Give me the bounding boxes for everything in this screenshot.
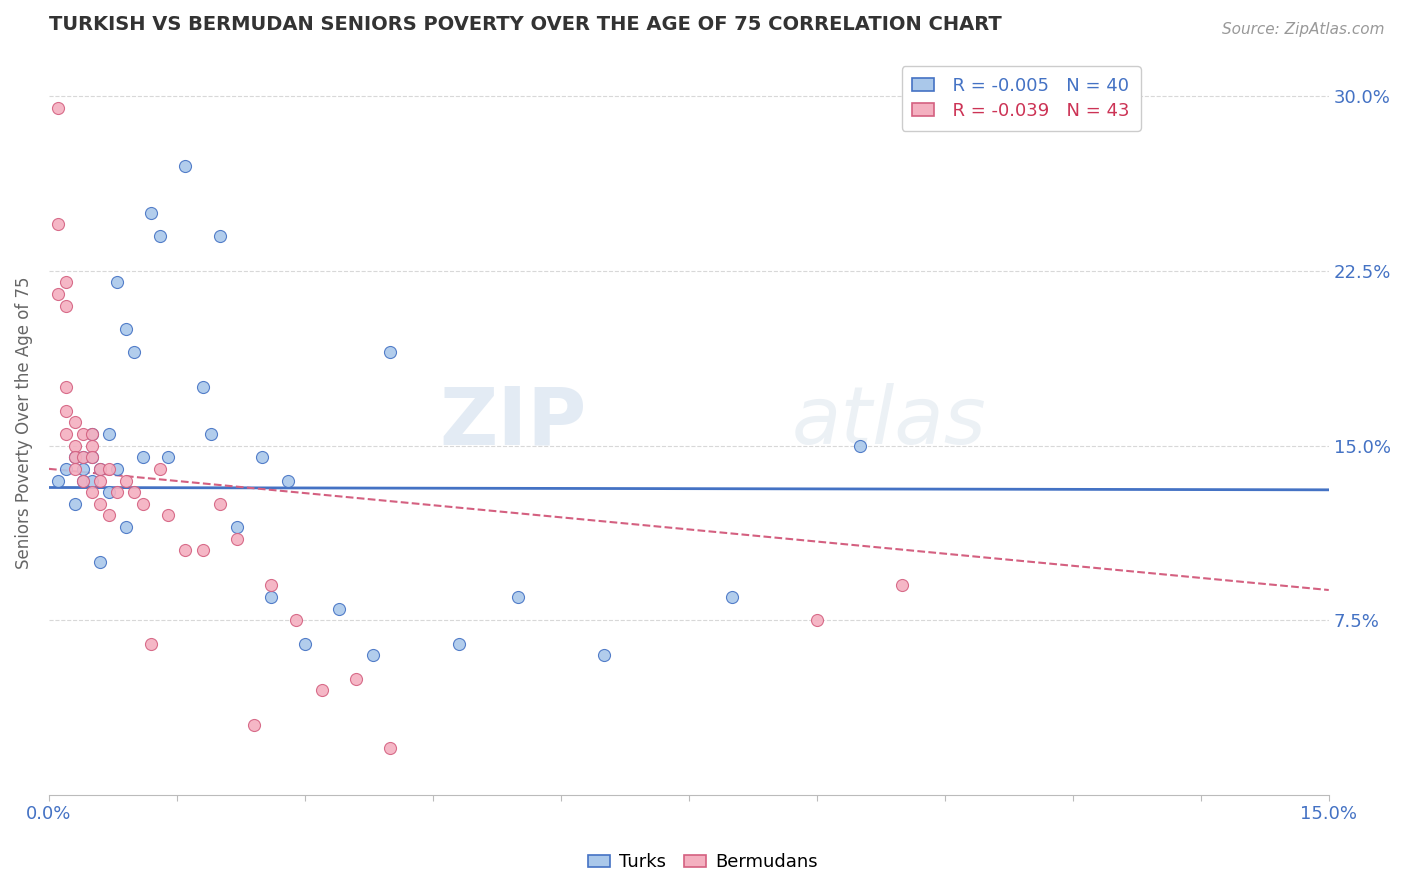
Point	[294, 637, 316, 651]
Point	[328, 601, 350, 615]
Point	[285, 613, 308, 627]
Point	[361, 648, 384, 663]
Point	[252, 450, 274, 465]
Point	[72, 450, 94, 465]
Point	[141, 205, 163, 219]
Point	[124, 485, 146, 500]
Point	[149, 462, 172, 476]
Point	[80, 426, 103, 441]
Point	[848, 439, 870, 453]
Point	[80, 439, 103, 453]
Point	[46, 287, 69, 301]
Point	[46, 217, 69, 231]
Point	[344, 672, 367, 686]
Point	[191, 380, 214, 394]
Point	[260, 578, 283, 592]
Point	[55, 426, 77, 441]
Point	[97, 485, 120, 500]
Point	[89, 474, 111, 488]
Point	[132, 497, 155, 511]
Point	[80, 485, 103, 500]
Point	[105, 276, 128, 290]
Point	[260, 590, 283, 604]
Point	[277, 474, 299, 488]
Point	[97, 462, 120, 476]
Point	[174, 543, 197, 558]
Y-axis label: Seniors Poverty Over the Age of 75: Seniors Poverty Over the Age of 75	[15, 276, 32, 568]
Point	[46, 474, 69, 488]
Point	[132, 450, 155, 465]
Point	[891, 578, 914, 592]
Point	[63, 497, 86, 511]
Point	[380, 741, 402, 756]
Text: atlas: atlas	[792, 384, 986, 461]
Point	[55, 462, 77, 476]
Point	[97, 508, 120, 523]
Point	[242, 718, 264, 732]
Point	[208, 228, 231, 243]
Point	[447, 637, 470, 651]
Point	[55, 276, 77, 290]
Point	[72, 426, 94, 441]
Text: ZIP: ZIP	[439, 384, 586, 461]
Point	[225, 520, 247, 534]
Point	[55, 380, 77, 394]
Point	[208, 497, 231, 511]
Point	[89, 462, 111, 476]
Point	[63, 439, 86, 453]
Point	[105, 462, 128, 476]
Point	[592, 648, 614, 663]
Legend:   R = -0.005   N = 40,   R = -0.039   N = 43: R = -0.005 N = 40, R = -0.039 N = 43	[901, 66, 1140, 131]
Text: TURKISH VS BERMUDAN SENIORS POVERTY OVER THE AGE OF 75 CORRELATION CHART: TURKISH VS BERMUDAN SENIORS POVERTY OVER…	[49, 15, 1001, 34]
Point	[80, 474, 103, 488]
Point	[63, 462, 86, 476]
Point	[114, 322, 136, 336]
Point	[141, 637, 163, 651]
Point	[720, 590, 742, 604]
Text: Source: ZipAtlas.com: Source: ZipAtlas.com	[1222, 22, 1385, 37]
Point	[97, 426, 120, 441]
Point	[72, 474, 94, 488]
Point	[72, 450, 94, 465]
Point	[89, 497, 111, 511]
Point	[174, 159, 197, 173]
Point	[311, 683, 333, 698]
Point	[149, 228, 172, 243]
Point	[508, 590, 530, 604]
Point	[89, 555, 111, 569]
Point	[124, 345, 146, 359]
Point	[380, 345, 402, 359]
Point	[806, 613, 828, 627]
Point	[89, 462, 111, 476]
Point	[80, 450, 103, 465]
Point	[55, 403, 77, 417]
Point	[200, 426, 222, 441]
Point	[46, 101, 69, 115]
Legend: Turks, Bermudans: Turks, Bermudans	[581, 847, 825, 879]
Point	[72, 474, 94, 488]
Point	[72, 462, 94, 476]
Point	[80, 426, 103, 441]
Point	[225, 532, 247, 546]
Point	[191, 543, 214, 558]
Point	[157, 508, 180, 523]
Point	[55, 299, 77, 313]
Point	[114, 520, 136, 534]
Point	[105, 485, 128, 500]
Point	[63, 450, 86, 465]
Point	[63, 415, 86, 429]
Point	[114, 474, 136, 488]
Point	[80, 450, 103, 465]
Point	[157, 450, 180, 465]
Point	[63, 450, 86, 465]
